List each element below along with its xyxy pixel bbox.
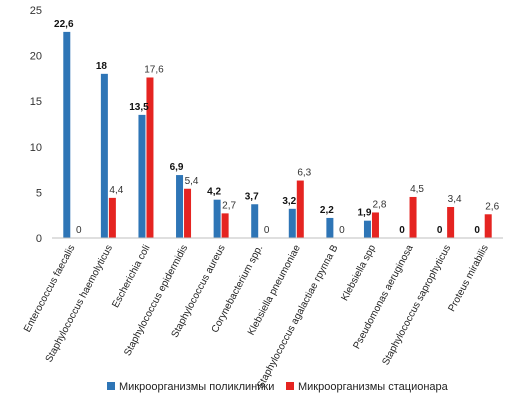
value-label-hospital: 5,4 [185,176,199,187]
bar-polyclinic [176,175,184,238]
value-label-polyclinic: 6,9 [170,162,184,173]
bar-polyclinic [251,204,259,238]
bar-polyclinic [100,73,108,238]
value-label-polyclinic: 3,7 [245,191,259,202]
value-label-polyclinic: 0 [437,225,443,236]
y-tick-label: 0 [36,233,42,245]
bar-polyclinic [63,31,71,238]
value-label-hospital: 17,6 [144,64,164,75]
value-label-hospital: 6,3 [297,168,311,179]
category-label: Staphylococcus haemolyticus [44,243,115,364]
value-label-polyclinic: 22,6 [54,19,74,30]
value-label-hospital: 4,4 [109,185,123,196]
value-label-hospital: 2,8 [373,199,387,210]
legend-label: Микроорганизмы поликлиники [119,381,274,393]
value-label-hospital: 0 [76,225,82,236]
y-axis: 0 5 10 15 20 25 [30,5,42,245]
value-label-polyclinic: 3,2 [282,196,296,207]
value-labels: 22,6 0 18 4,4 13,5 17,6 6,95,4 4,22,7 3,7 0 3,2 6,3… [54,19,500,236]
bar-hospital [409,196,417,238]
bar-hospital [221,213,229,238]
bar-polyclinic [138,114,146,238]
bar-hospital [184,188,192,238]
y-tick-label: 25 [30,5,42,17]
y-tick-label: 20 [30,51,42,63]
value-label-hospital: 3,4 [448,194,462,205]
bar-polyclinic [363,220,371,238]
category-label: Staphylococcus saprophyticus [380,243,453,367]
y-tick-label: 15 [30,96,42,108]
value-label-hospital: 0 [264,225,270,236]
legend-swatch [286,382,294,390]
value-label-hospital: 4,5 [410,184,424,195]
category-label: Staphylococcus agalactiae группа B [255,243,341,391]
value-label-hospital: 0 [339,225,345,236]
bar-polyclinic [326,217,334,238]
value-label-polyclinic: 2,2 [320,205,334,216]
bar-hospital [296,180,304,238]
legend-swatch [107,382,115,390]
bar-hospital [108,197,116,238]
value-label-polyclinic: 1,9 [358,208,372,219]
value-label-hospital: 2,6 [485,201,499,212]
bar-polyclinic [288,208,296,238]
category-label: Proteus mirabilis [446,243,490,313]
value-label-polyclinic: 4,2 [207,187,221,198]
category-label: Escherichia coli [110,243,152,310]
bar-hospital [371,212,379,238]
bar-hospital [447,206,455,238]
legend: Микроорганизмы поликлиники Микроорганизмы… [107,381,449,393]
bar-hospital [146,77,154,238]
bar-polyclinic [213,199,221,238]
bar-hospital [484,214,492,238]
value-label-polyclinic: 0 [399,225,405,236]
y-tick-label: 10 [30,142,42,154]
value-label-polyclinic: 13,5 [129,102,149,113]
legend-label: Микроорганизмы стационара [298,381,449,393]
category-label: Klebsiella spp [339,243,378,303]
bars [63,31,492,238]
y-tick-label: 5 [36,187,42,199]
category-label: Staphylococcus epidermidis [122,243,190,358]
value-label-hospital: 2,7 [222,200,236,211]
value-label-polyclinic: 18 [96,61,108,72]
value-label-polyclinic: 0 [474,225,480,236]
